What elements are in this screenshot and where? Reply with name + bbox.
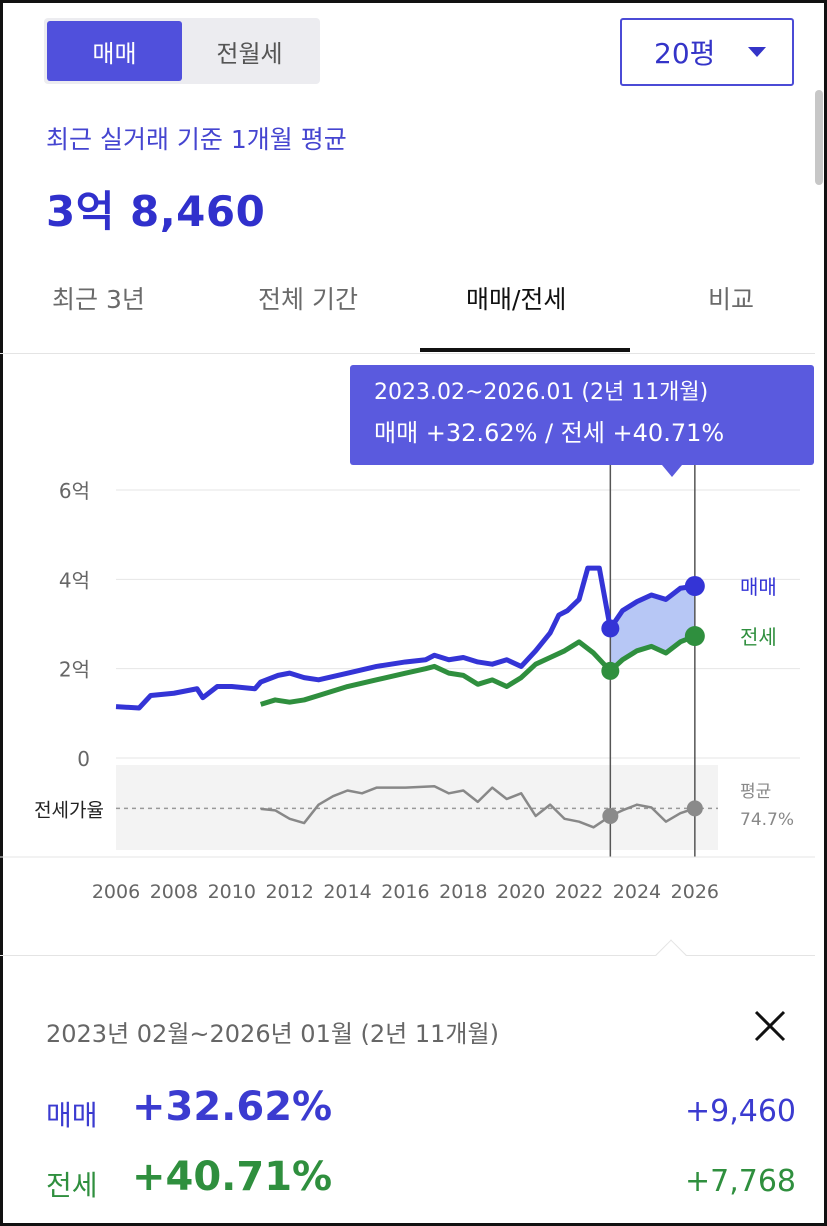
x-tick-label: 2026 — [671, 881, 719, 903]
tooltip-arrow — [662, 465, 682, 477]
sale-label: 매매 — [46, 1099, 98, 1132]
x-tick-label: 2024 — [613, 881, 661, 903]
tab-all-period[interactable]: 전체 기간 — [258, 285, 358, 314]
y-tick-label: 6억 — [59, 479, 90, 503]
sale-pct: +32.62% — [132, 1084, 333, 1130]
ratio-panel-bg — [116, 765, 718, 850]
close-icon[interactable] — [752, 1008, 788, 1044]
x-tick-label: 2006 — [92, 881, 140, 903]
ratio-avg-value: 74.7% — [740, 810, 794, 830]
tooltip-range: 2023.02~2026.01 (2년 11개월) — [374, 380, 709, 405]
x-tick-label: 2012 — [265, 881, 313, 903]
size-select-value: 20평 — [654, 37, 716, 70]
ratio-avg-label: 평균 — [740, 782, 771, 802]
x-tick-label: 2016 — [381, 881, 429, 903]
price-subtitle: 최근 실거래 기준 1개월 평균 — [46, 125, 347, 154]
period-tabs: 최근 3년 전체 기간 매매/전세 비교 — [0, 260, 815, 354]
tab-sale-jeonse[interactable]: 매매/전세 — [466, 285, 567, 314]
sale-start-point — [601, 619, 620, 638]
size-select[interactable]: 20평 — [620, 18, 794, 86]
tab-compare[interactable]: 비교 — [708, 285, 755, 314]
caret-down-icon — [748, 47, 766, 57]
toggle-rent-button[interactable]: 전월세 — [216, 39, 283, 68]
tab-recent-3y[interactable]: 최근 3년 — [52, 285, 145, 314]
sale-series-line — [115, 565, 696, 711]
jeonse-series-line — [259, 633, 696, 707]
detail-range: 2023년 02월~2026년 01월 (2년 11개월) — [46, 1020, 499, 1048]
sale-change-row: 매매 +32.62% +9,460 — [46, 1084, 796, 1140]
average-price: 3억 8,460 — [46, 187, 266, 236]
ratio-label: 전세가율 — [34, 799, 104, 821]
ratio-start-point — [602, 808, 619, 824]
active-tab-indicator — [420, 348, 630, 352]
jeonse-label: 전세 — [46, 1169, 98, 1202]
x-tick-label: 2022 — [555, 881, 603, 903]
sale-series-label: 매매 — [740, 575, 777, 599]
jeonse-series-label: 전세 — [740, 625, 777, 649]
y-tick-label: 4억 — [59, 568, 90, 592]
ratio-series-line — [260, 785, 696, 829]
sale-end-point — [684, 576, 705, 597]
toggle-sale-button[interactable]: 매매 — [47, 21, 182, 81]
trade-type-toggle: 매매 전월세 — [44, 18, 320, 84]
ratio-end-point — [686, 800, 703, 817]
scrollbar[interactable] — [815, 90, 823, 185]
jeonse-start-point — [601, 661, 620, 680]
sale-abs: +9,460 — [684, 1094, 796, 1129]
tooltip-change: 매매 +32.62% / 전세 +40.71% — [374, 419, 725, 447]
jeonse-end-point — [684, 626, 705, 647]
y-tick-label: 0 — [77, 747, 90, 771]
jeonse-change-row: 전세 +40.71% +7,768 — [46, 1154, 796, 1210]
x-tick-label: 2020 — [497, 881, 545, 903]
jeonse-pct: +40.71% — [132, 1154, 333, 1200]
x-tick-label: 2008 — [150, 881, 198, 903]
x-tick-label: 2018 — [439, 881, 487, 903]
y-tick-label: 2억 — [59, 658, 90, 682]
x-tick-label: 2010 — [208, 881, 256, 903]
x-tick-label: 2014 — [323, 881, 371, 903]
range-tooltip: 2023.02~2026.01 (2년 11개월) 매매 +32.62% / 전… — [350, 365, 814, 477]
range-detail-panel: 2023년 02월~2026년 01월 (2년 11개월) 매매 +32.62%… — [0, 939, 815, 1223]
jeonse-abs: +7,768 — [684, 1164, 796, 1199]
